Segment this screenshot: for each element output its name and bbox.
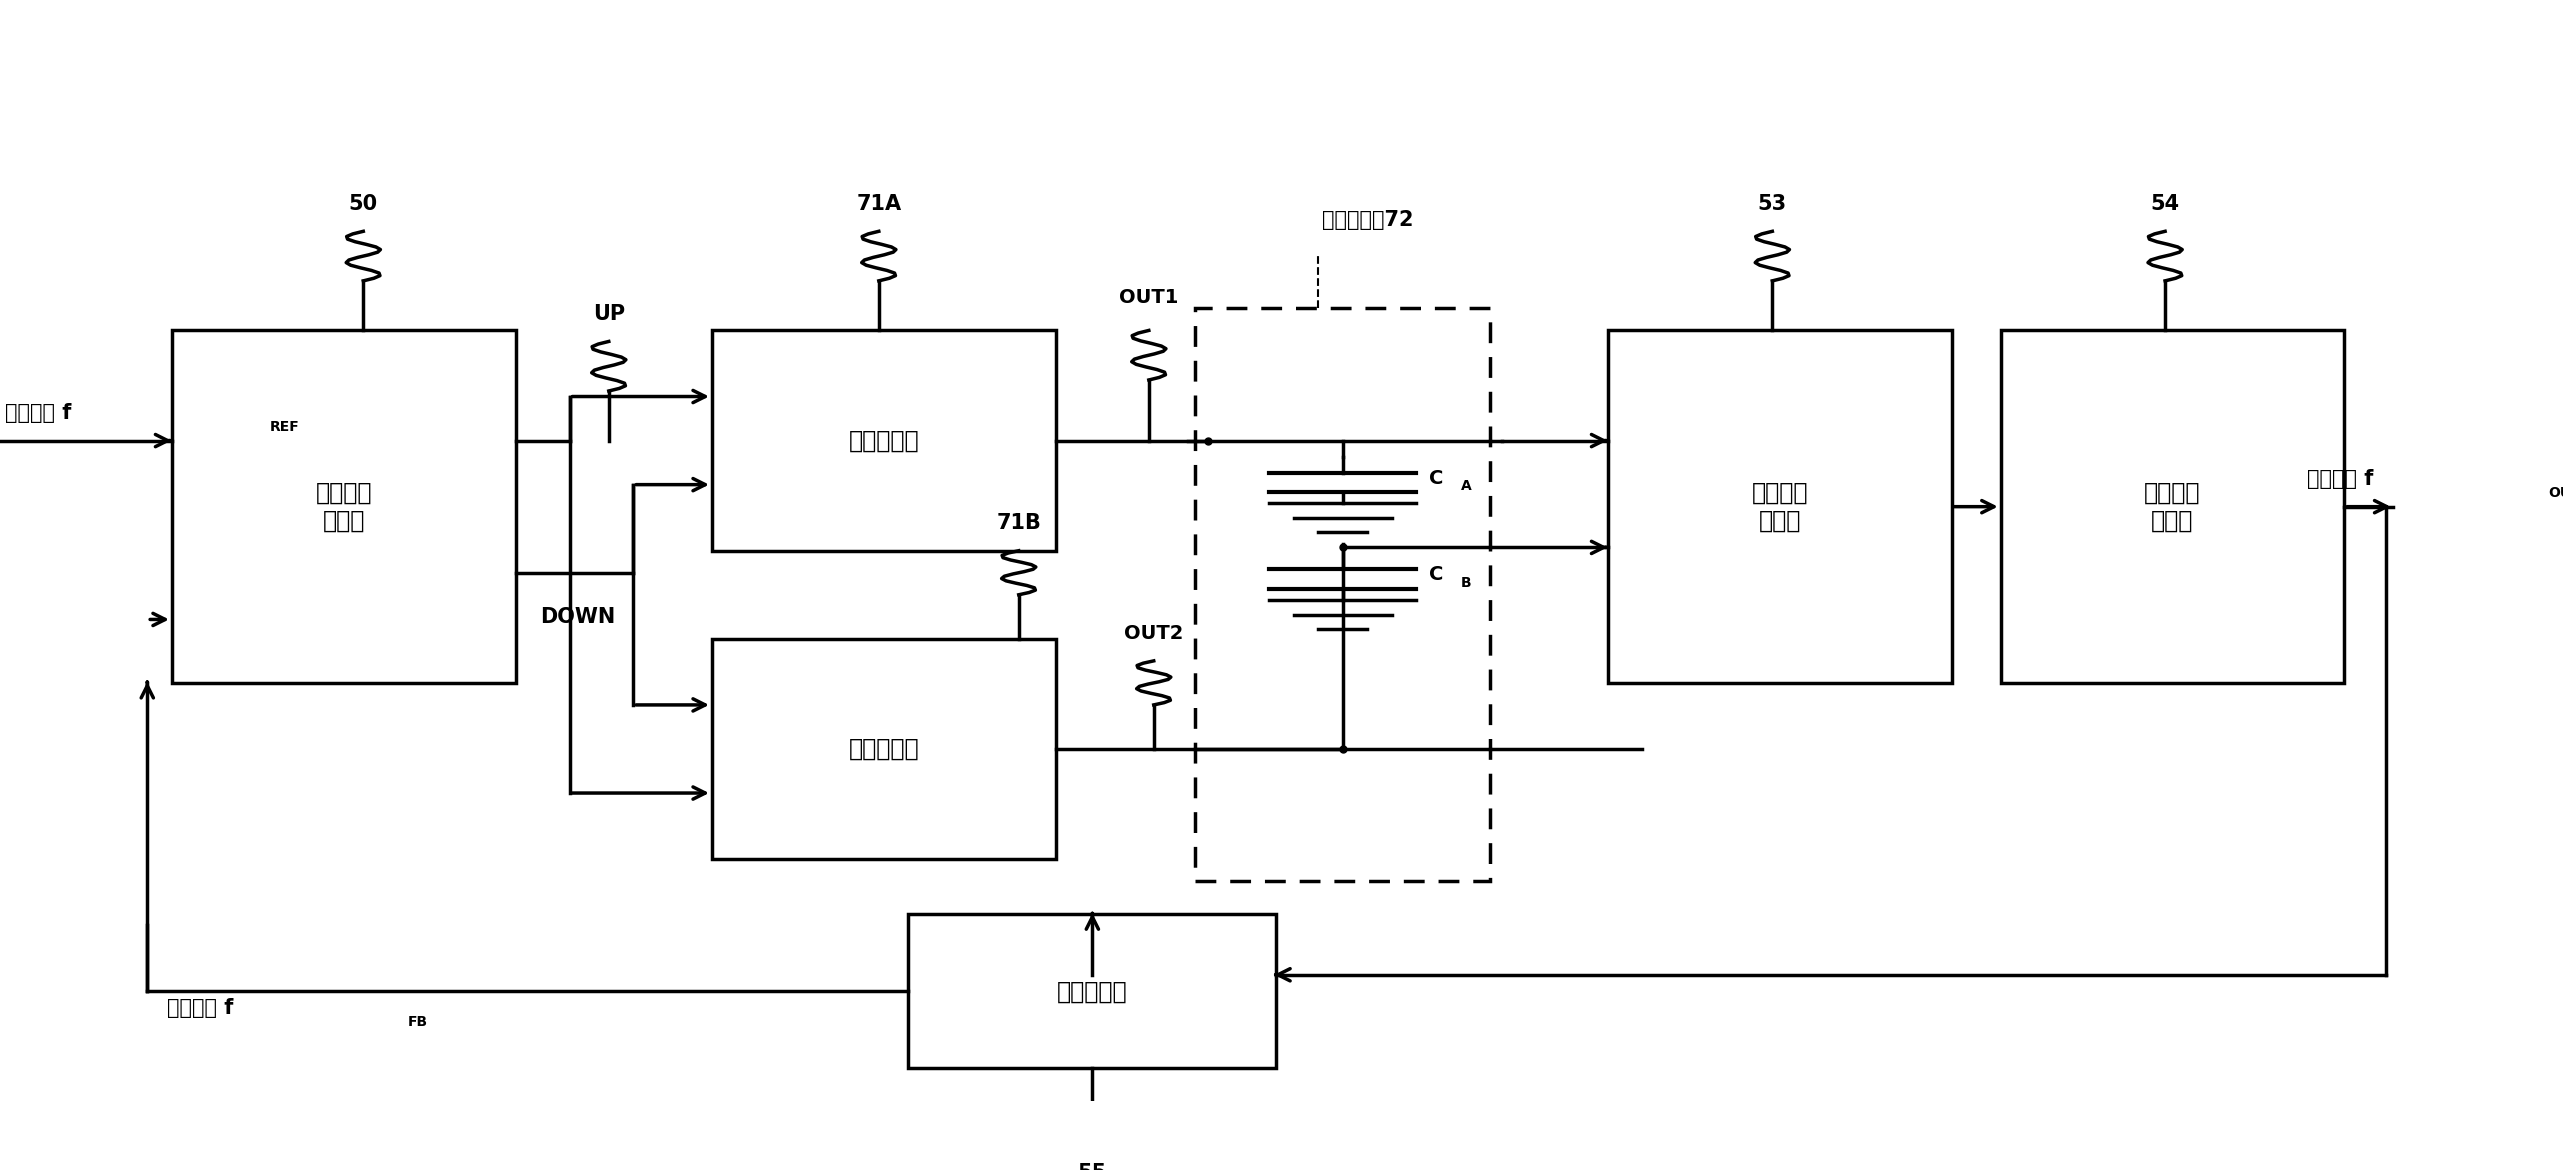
Text: 反馈分频器: 反馈分频器	[1056, 979, 1128, 1004]
Text: 电流控制
振荡器: 电流控制 振荡器	[2145, 481, 2202, 532]
Bar	[2002, 330, 2345, 683]
Text: B: B	[1461, 576, 1471, 590]
Text: 环路滤波器72: 环路滤波器72	[1323, 211, 1412, 230]
Bar	[172, 330, 515, 683]
Text: DOWN: DOWN	[541, 607, 615, 627]
Text: 第二电荷泵: 第二电荷泵	[848, 737, 920, 760]
Text: 54: 54	[2150, 194, 2179, 214]
Text: 第一电荷泵: 第一电荷泵	[848, 428, 920, 453]
Text: 50: 50	[349, 194, 377, 214]
Text: 反馈信号 f: 反馈信号 f	[167, 998, 233, 1018]
Text: 71A: 71A	[856, 194, 902, 214]
Text: OUT2: OUT2	[1125, 624, 1184, 642]
Bar	[1607, 330, 1950, 683]
Text: C: C	[1428, 468, 1443, 488]
Text: 电压电流
转换器: 电压电流 转换器	[1751, 481, 1807, 532]
Text: OUT: OUT	[2548, 487, 2563, 501]
Text: 71B: 71B	[997, 514, 1041, 534]
Text: 输出信号 f: 输出信号 f	[2307, 469, 2373, 489]
Text: 输入信号 f: 输入信号 f	[5, 402, 72, 424]
Text: A: A	[1461, 479, 1471, 493]
Text: C: C	[1428, 565, 1443, 585]
Text: 相位频率
比较器: 相位频率 比较器	[315, 481, 372, 532]
Text: FB: FB	[408, 1016, 428, 1030]
Bar	[713, 330, 1056, 551]
Text: 53: 53	[1758, 194, 1786, 214]
Text: REF: REF	[269, 420, 300, 434]
Bar	[1194, 309, 1489, 881]
Bar	[713, 639, 1056, 859]
Text: OUT1: OUT1	[1120, 288, 1179, 307]
Bar	[907, 914, 1276, 1068]
Text: UP: UP	[592, 304, 625, 324]
Text: 55: 55	[1079, 1163, 1107, 1170]
